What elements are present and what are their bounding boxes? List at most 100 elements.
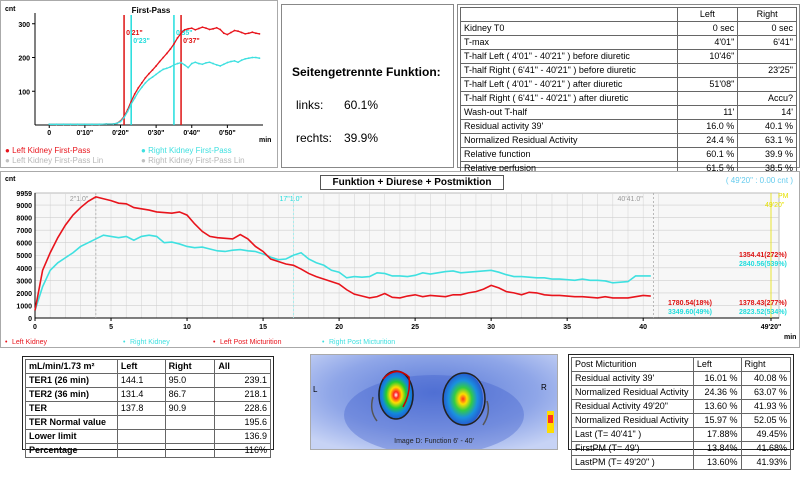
firstpass-left-point bbox=[162, 56, 165, 59]
firstpass-right-point bbox=[180, 61, 182, 64]
ter-cell bbox=[116, 415, 166, 430]
links-label: links: bbox=[296, 98, 324, 112]
pm-cell: 49.45% bbox=[740, 427, 791, 442]
firstpass-x-tick-label: 0'20" bbox=[112, 130, 129, 137]
firstpass-left-point bbox=[247, 32, 250, 35]
ter-header-left: Left bbox=[116, 359, 166, 374]
firstpass-left-point bbox=[233, 29, 236, 32]
firstpass-marker-label: 0'37" bbox=[183, 38, 200, 45]
results-cell: 39.9 % bbox=[737, 147, 797, 162]
legend-left-post-micturition: Left Post Micturition bbox=[220, 339, 282, 346]
renogram-y-tick-label: 2000 bbox=[16, 291, 32, 298]
results-header-blank bbox=[460, 7, 678, 22]
ter-row: TER Normal value 195.6 bbox=[25, 415, 271, 430]
renogram-x-unit: min bbox=[784, 334, 796, 341]
pm-cell: Residual activity 39' bbox=[571, 371, 694, 386]
firstpass-right-point bbox=[144, 81, 147, 84]
firstpass-right-point bbox=[215, 64, 218, 66]
firstpass-x-tick-label: 0'30" bbox=[148, 130, 165, 137]
ter-cell: TER1 (26 min) bbox=[25, 373, 118, 388]
firstpass-right-point bbox=[208, 61, 211, 64]
renogram-left-tmax-label: 2"1.0" bbox=[70, 196, 89, 203]
renogram-y-tick-label: 7000 bbox=[16, 228, 32, 235]
ter-cell: 228.6 bbox=[214, 401, 271, 416]
firstpass-x-tick-label: 0 bbox=[47, 130, 51, 137]
scan-left-marker: L bbox=[313, 385, 318, 394]
firstpass-y-tick-label: 200 bbox=[18, 56, 30, 63]
renogram-x-tick-label: 10 bbox=[183, 324, 191, 331]
renogram-y-tick-label: 9000 bbox=[16, 203, 32, 210]
renogram-x-tick-label: 20 bbox=[335, 324, 343, 331]
legend-dot-left-lin: ● bbox=[5, 156, 13, 165]
results-cell: Accu? bbox=[737, 91, 797, 106]
renogram-y-tick-label: 8000 bbox=[16, 216, 32, 223]
left-kidney-blob bbox=[378, 371, 414, 419]
firstpass-left-point bbox=[197, 27, 200, 30]
results-cell: Residual activity 39' bbox=[460, 119, 678, 134]
scan-background bbox=[311, 355, 557, 449]
firstpass-left-point bbox=[240, 31, 243, 34]
firstpass-right-point bbox=[169, 66, 172, 68]
renogram-right-tmax-label: 17"1.0" bbox=[279, 196, 302, 203]
renogram-y-tick-label: 5000 bbox=[16, 253, 32, 260]
renogram-pm-label: PM bbox=[778, 193, 789, 200]
legend-left-kidney-firstpass: ● Left Kidney First-Pass bbox=[5, 146, 90, 155]
legend-right-firstpass-lin-label: Right Kidney First-Pass Lin bbox=[148, 156, 245, 165]
pm-cell: LastPM (T= 49'20" ) bbox=[571, 455, 694, 470]
firstpass-right-point bbox=[123, 116, 125, 119]
firstpass-left-point bbox=[251, 31, 254, 34]
pm-row: FirstPM (T= 49') 13.84% 41.68% bbox=[571, 441, 791, 456]
ter-cell: 136.9 bbox=[214, 429, 271, 444]
firstpass-left-point bbox=[137, 86, 140, 89]
relative-function-box: Seitengetrennte Funktion: links: 60.1% r… bbox=[281, 4, 454, 168]
renogram-x-tick-label: 40 bbox=[639, 324, 647, 331]
legend-dot-left: ● bbox=[5, 146, 13, 155]
results-row: T-half Right ( 6'41" - 40'21" ) after di… bbox=[460, 91, 797, 106]
renogram-y-tick-label: 0 bbox=[28, 316, 32, 323]
ter-cell bbox=[164, 415, 216, 430]
renogram-x-tick-label: 49'20" bbox=[761, 324, 782, 331]
firstpass-right-point bbox=[165, 67, 168, 70]
legend-dot-right: ● bbox=[141, 146, 149, 155]
results-header-row: Left Right bbox=[460, 7, 797, 22]
firstpass-right-point bbox=[251, 56, 254, 59]
results-row: T-half Left ( 4'01" - 40'21" ) after diu… bbox=[460, 77, 797, 92]
renogram-y-tick-label: 1000 bbox=[16, 303, 32, 310]
rechts-value: 39.9% bbox=[344, 131, 379, 145]
ter-cell: Lower limit bbox=[25, 429, 118, 444]
pm-row: Residual Activity 49'20" 13.60 % 41.93 % bbox=[571, 399, 791, 414]
ter-cell: 90.9 bbox=[164, 401, 216, 416]
pm-cell: 41.93 % bbox=[740, 399, 791, 414]
pm-cell: 41.68% bbox=[740, 441, 791, 456]
function-box-title: Seitengetrennte Funktion: bbox=[292, 65, 441, 79]
firstpass-left-point bbox=[144, 76, 147, 79]
firstpass-right-point bbox=[91, 123, 93, 126]
legend-right-post-micturition: Right Post Micturition bbox=[329, 339, 395, 346]
firstpass-right-point bbox=[148, 78, 150, 81]
ter-cell: TER bbox=[25, 401, 118, 416]
legend-right-kidney-dot: • bbox=[123, 339, 126, 346]
ter-cell: 95.0 bbox=[164, 373, 216, 388]
firstpass-left-point bbox=[133, 93, 136, 95]
results-cell: T-half Left ( 4'01" - 40'21" ) before di… bbox=[460, 49, 678, 64]
results-cell: 24.4 % bbox=[676, 133, 739, 148]
results-cell: 60.1 % bbox=[676, 147, 739, 162]
renogram-left-series bbox=[34, 196, 651, 311]
results-cell bbox=[737, 77, 797, 92]
pm-cell: 13.60% bbox=[692, 455, 742, 470]
pm-header-row: Post Micturition Left Right bbox=[571, 357, 791, 372]
pm-row: Last (T= 40'41" ) 17.88% 49.45% bbox=[571, 427, 791, 442]
results-cell: 63.1 % bbox=[737, 133, 797, 148]
results-row: T-max 4'01" 6'41" bbox=[460, 35, 797, 50]
ter-table: mL/min/1.73 m² Left Right All TER1 (26 m… bbox=[25, 359, 271, 458]
pm-cell: 15.97 % bbox=[692, 413, 742, 428]
firstpass-right-point bbox=[158, 70, 161, 73]
ter-cell: TER2 (36 min) bbox=[25, 387, 118, 402]
firstpass-right-point bbox=[187, 66, 190, 69]
ter-cell: 86.7 bbox=[164, 387, 216, 402]
firstpass-left-point bbox=[140, 81, 143, 84]
firstpass-right-point bbox=[201, 63, 204, 66]
firstpass-panel: First-Pass cnt min 300 200 100 0 0'10" 0'20" 0'30… bbox=[0, 0, 278, 168]
renogram-x-tick-label: 0 bbox=[33, 324, 37, 331]
scan-right-marker: R bbox=[541, 383, 547, 392]
